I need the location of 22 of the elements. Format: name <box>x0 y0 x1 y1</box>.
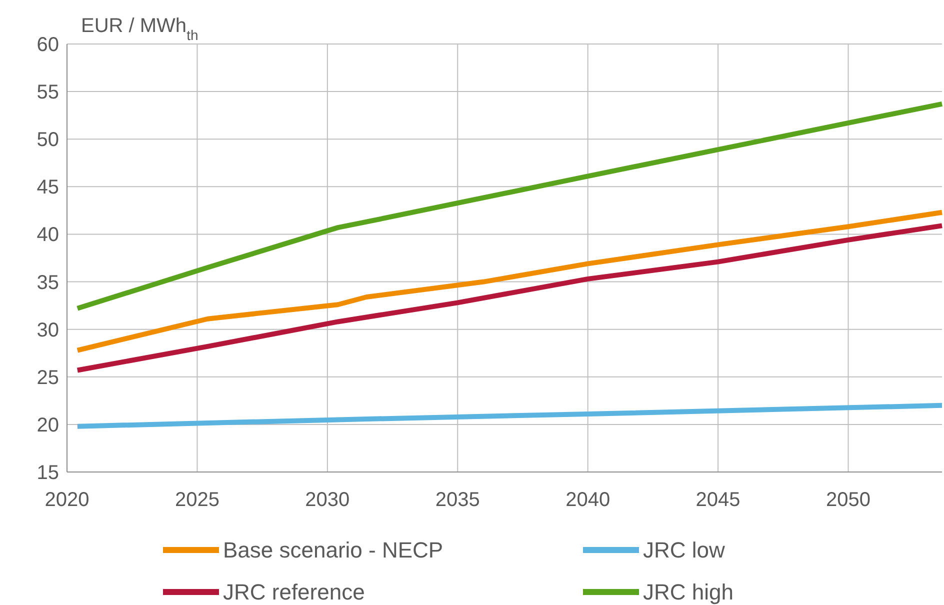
x-tick-label: 2050 <box>826 489 870 511</box>
y-tick-label: 20 <box>36 414 59 436</box>
y-tick-label: 55 <box>36 82 59 104</box>
x-tick-label: 2040 <box>566 489 610 511</box>
y-axis-title: EUR / MWh$_{th}$ <box>81 15 198 43</box>
y-tick-label: 40 <box>36 224 59 246</box>
y-tick-label: 60 <box>36 34 59 56</box>
legend-label: JRC high <box>643 580 734 605</box>
y-tick-label: 45 <box>36 176 59 199</box>
x-tick-label: 2025 <box>174 489 220 511</box>
x-tick-label: 2035 <box>435 489 480 511</box>
x-tick-label: 2020 <box>44 489 90 511</box>
legend-label: JRC reference <box>223 580 365 605</box>
y-tick-label: 30 <box>36 319 59 342</box>
legend-label: JRC low <box>643 538 726 563</box>
y-tick-label: 15 <box>36 462 59 484</box>
y-tick-label: 50 <box>36 129 59 152</box>
y-tick-label: 25 <box>36 366 59 389</box>
x-tick-label: 2030 <box>305 489 350 511</box>
x-tick-label: 2045 <box>696 489 740 511</box>
y-tick-label: 35 <box>36 272 59 294</box>
legend-label: Base scenario - NECP <box>223 538 444 563</box>
